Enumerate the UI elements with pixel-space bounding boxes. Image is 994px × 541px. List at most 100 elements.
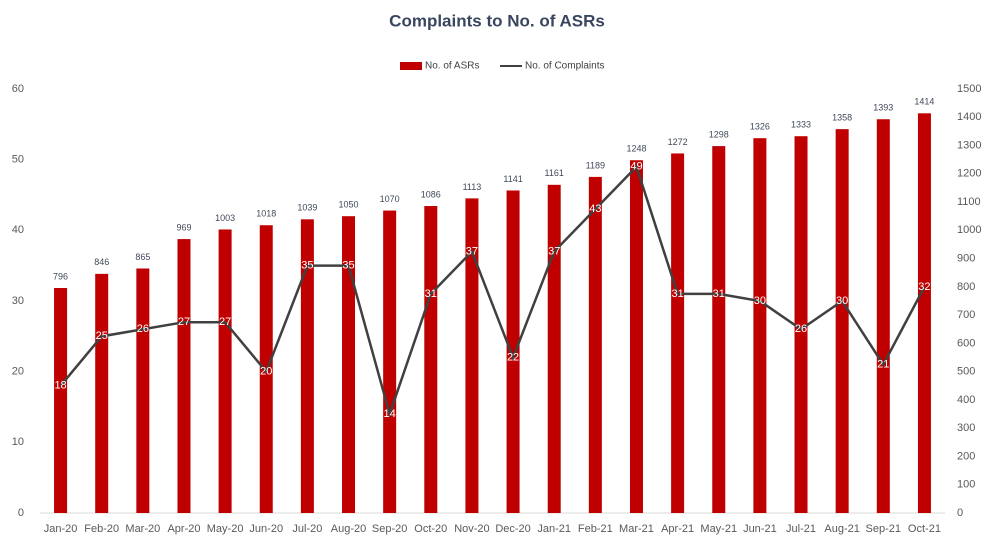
- x-tick-label: Feb-21: [578, 523, 613, 535]
- bar-value-label: 1298: [709, 129, 729, 139]
- bar: [177, 239, 191, 513]
- x-tick-label: Jan-20: [44, 523, 78, 535]
- y2-tick-label: 500: [957, 366, 975, 378]
- bar-value-label: 1326: [750, 122, 770, 132]
- bar-value-label: 1272: [668, 137, 688, 147]
- bar: [547, 184, 561, 513]
- x-tick-label: May-21: [700, 523, 737, 535]
- bar: [712, 146, 726, 513]
- bar-value-label: 1393: [873, 103, 893, 113]
- bar: [753, 138, 767, 513]
- y2-tick-label: 1300: [957, 139, 981, 151]
- x-tick-label: Oct-20: [414, 523, 447, 535]
- bar-value-label: 1070: [380, 194, 400, 204]
- bar-value-label: 1189: [586, 160, 605, 170]
- y2-tick-label: 700: [957, 309, 975, 321]
- bar: [218, 229, 232, 513]
- bar: [917, 113, 931, 514]
- x-tick-label: Oct-21: [908, 523, 941, 535]
- bar: [835, 129, 849, 513]
- line-value-label: 32: [918, 281, 930, 293]
- line-value-label: 35: [301, 260, 313, 272]
- line-value-label: 30: [836, 295, 848, 307]
- bar: [506, 190, 520, 513]
- x-tick-label: Aug-21: [824, 523, 859, 535]
- y-tick-label: 50: [12, 154, 24, 166]
- x-tick-label: Feb-20: [84, 523, 119, 535]
- x-tick-label: Apr-20: [167, 523, 200, 535]
- x-tick-label: Dec-20: [495, 523, 530, 535]
- y2-tick-label: 0: [957, 507, 963, 519]
- bar: [794, 136, 808, 514]
- bar-value-label: 1248: [626, 144, 646, 154]
- x-tick-label: Sep-20: [372, 523, 407, 535]
- y2-tick-label: 1400: [957, 111, 981, 123]
- bar-value-label: 1161: [545, 168, 564, 178]
- x-tick-label: Aug-20: [331, 523, 366, 535]
- line-value-label: 26: [137, 323, 149, 335]
- line-value-label: 21: [877, 359, 889, 371]
- y-tick-label: 30: [12, 295, 24, 307]
- line-value-label: 22: [507, 351, 519, 363]
- y-tick-label: 0: [18, 507, 24, 519]
- x-tick-label: Jan-21: [537, 523, 571, 535]
- bar-value-label: 1414: [914, 97, 934, 107]
- line-value-label: 14: [384, 408, 396, 420]
- bar: [876, 119, 890, 513]
- bar: [342, 216, 356, 513]
- line-value-label: 35: [342, 260, 354, 272]
- y2-tick-label: 1500: [957, 83, 981, 95]
- y2-tick-label: 400: [957, 394, 975, 406]
- legend-swatch: [400, 62, 422, 70]
- line-value-label: 49: [630, 161, 642, 173]
- legend-label: No. of ASRs: [425, 61, 479, 72]
- y2-tick-label: 1200: [957, 168, 981, 180]
- bar-value-label: 1086: [421, 189, 441, 199]
- line-value-label: 30: [754, 295, 766, 307]
- bar-value-label: 1018: [256, 209, 276, 219]
- line-value-label: 25: [96, 330, 108, 342]
- line-value-label: 43: [589, 203, 601, 215]
- line-value-label: 20: [260, 366, 272, 378]
- bar-value-label: 1141: [503, 174, 522, 184]
- x-tick-label: Jul-21: [786, 523, 816, 535]
- bar-value-label: 796: [53, 271, 68, 281]
- y2-tick-label: 300: [957, 422, 975, 434]
- y-tick-label: 60: [12, 83, 24, 95]
- x-tick-label: Sep-21: [866, 523, 901, 535]
- y2-tick-label: 600: [957, 337, 975, 349]
- y-tick-label: 20: [12, 366, 24, 378]
- y-tick-label: 40: [12, 224, 24, 236]
- line-value-label: 31: [425, 288, 437, 300]
- line-value-label: 31: [713, 288, 725, 300]
- y2-tick-label: 800: [957, 281, 975, 293]
- bar-value-label: 865: [135, 252, 150, 262]
- bar-value-label: 1039: [297, 203, 317, 213]
- bar: [54, 287, 68, 513]
- bar-value-label: 969: [176, 222, 191, 232]
- x-tick-label: Mar-21: [619, 523, 654, 535]
- x-tick-label: Nov-20: [454, 523, 489, 535]
- x-tick-label: Mar-20: [125, 523, 160, 535]
- y2-tick-label: 200: [957, 450, 975, 462]
- bar: [671, 153, 685, 513]
- bar-value-label: 1333: [791, 120, 811, 130]
- x-tick-label: May-20: [207, 523, 244, 535]
- x-tick-label: Apr-21: [661, 523, 694, 535]
- bar: [95, 273, 109, 513]
- bar-value-label: 1050: [339, 200, 359, 210]
- line-value-label: 26: [795, 323, 807, 335]
- bar: [424, 206, 438, 514]
- bar: [300, 219, 314, 513]
- bar-value-label: 1113: [463, 182, 482, 192]
- y2-tick-label: 1100: [957, 196, 981, 208]
- y2-tick-label: 900: [957, 253, 975, 265]
- y2-tick-label: 1000: [957, 224, 981, 236]
- x-tick-label: Jul-20: [292, 523, 322, 535]
- y-tick-label: 10: [12, 436, 24, 448]
- bar: [136, 268, 150, 513]
- bar-value-label: 1003: [215, 213, 235, 223]
- line-value-label: 37: [466, 245, 478, 257]
- line-value-label: 37: [548, 245, 560, 257]
